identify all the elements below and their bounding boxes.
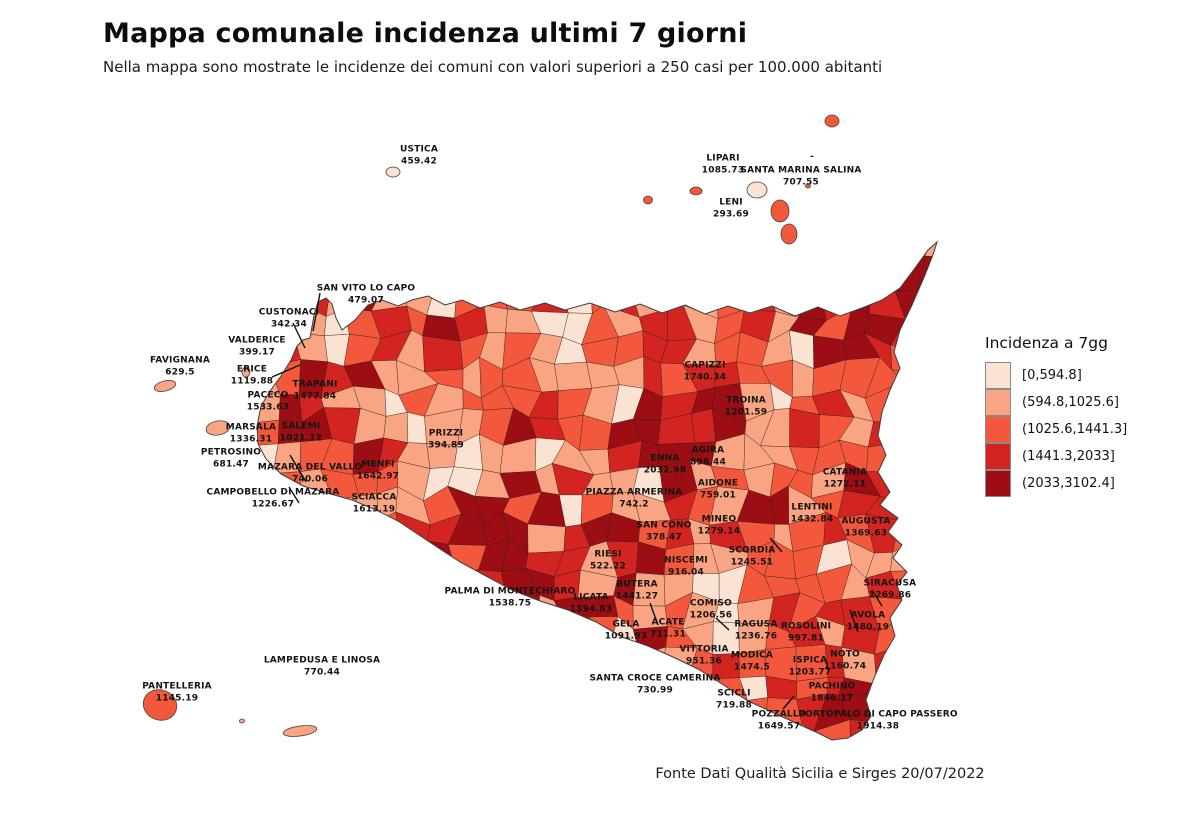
legend-swatch-class1 [985,361,1011,389]
legend-title: Incidenza a 7gg [985,334,1108,352]
page-subtitle: Nella mappa sono mostrate le incidenze d… [103,58,883,76]
header: Mappa comunale incidenza ultimi 7 giorni… [103,18,1063,76]
legend-item: (1025.6,1441.3] [985,415,1183,443]
legend-swatch-class2 [985,388,1011,416]
minor-islands [142,114,840,737]
page-title: Mappa comunale incidenza ultimi 7 giorni [103,18,748,49]
island-levanzo [241,366,251,378]
legend-label-class5: (2033,3102.4] [1022,476,1115,491]
island-marettimo [205,420,231,436]
legend-label-class2: (594.8,1025.6] [1022,395,1119,410]
island-stromboli [824,114,840,128]
sicily-coastline [256,240,938,741]
legend-label-class1: [0,594.8] [1022,368,1082,383]
legend-swatch-class5 [985,469,1011,497]
legend-item: (594.8,1025.6] [985,388,1183,416]
legend-item: (1441.3,2033] [985,442,1183,470]
legend-swatch-class4 [985,442,1011,470]
island-filicudi [689,186,703,196]
legend-swatch-class3 [985,415,1011,443]
legend-item: [0,594.8] [985,361,1183,389]
label-leader-lines [271,292,883,710]
island-panarea [805,183,811,189]
island-salina [746,181,768,199]
island-favignana [153,380,177,392]
legend-item: (2033,3102.4] [985,469,1183,497]
island-pantelleria [142,689,178,721]
legend-label-class3: (1025.6,1441.3] [1022,422,1128,437]
island-vulcano [780,223,798,245]
island-lampedusa [282,725,318,737]
island-linosa [239,718,245,724]
island-lipari [770,199,790,223]
source-attribution: Fonte Dati Qualità Sicilia e Sirges 20/0… [655,766,985,782]
legend: Incidenza a 7gg [0,594.8] (594.8,1025.6]… [985,334,1183,497]
island-ustica [385,166,401,178]
island-alicudi [643,195,653,205]
legend-label-class4: (1441.3,2033] [1022,449,1115,464]
